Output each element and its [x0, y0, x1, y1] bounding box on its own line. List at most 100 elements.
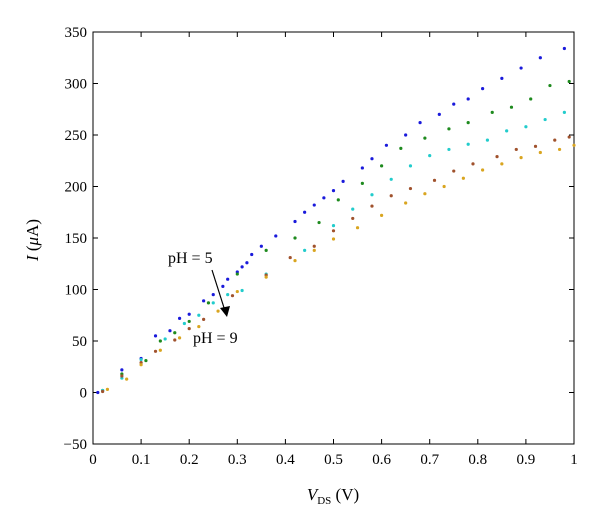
data-point [432, 178, 437, 182]
data-point [557, 147, 562, 152]
data-point [423, 136, 427, 140]
y-tick-label: 350 [65, 25, 88, 41]
y-tick-label: 50 [72, 334, 87, 350]
data-point [139, 357, 143, 362]
data-point [355, 226, 360, 230]
data-point [500, 76, 504, 80]
y-axis-ticks: −50 0 50 100 150 200 250 300 350 [64, 25, 574, 453]
data-point [466, 142, 470, 146]
data-point [408, 164, 413, 168]
data-point [187, 319, 191, 324]
data-point [461, 176, 465, 180]
y-tick-label: 300 [65, 77, 88, 93]
y-tick-label: 250 [65, 128, 88, 144]
data-point [380, 164, 384, 168]
data-point [572, 143, 576, 147]
data-point [360, 166, 364, 170]
data-point [187, 327, 191, 331]
y-tick-label: 200 [65, 180, 88, 196]
data-point [509, 105, 514, 109]
data-point [404, 133, 408, 137]
x-tick-label: 0.8 [468, 452, 487, 468]
data-point [125, 377, 129, 381]
data-point [495, 155, 499, 159]
data-point [447, 147, 451, 152]
data-point [177, 316, 182, 320]
data-point [485, 138, 490, 142]
data-point [312, 244, 316, 248]
data-point [153, 349, 158, 353]
data-point [206, 301, 211, 305]
data-point [514, 147, 518, 152]
x-tick-label: 0.9 [517, 452, 536, 468]
series-5 [105, 143, 576, 392]
data-point [471, 162, 475, 166]
data-point [177, 336, 182, 340]
data-point [317, 220, 321, 225]
data-point [274, 234, 278, 238]
data-point [529, 97, 533, 101]
data-point [235, 272, 239, 276]
data-point [312, 203, 316, 207]
data-point [331, 237, 336, 241]
data-point [370, 193, 374, 197]
y-axis-label: I (μA) [23, 219, 42, 262]
data-point [399, 146, 403, 150]
data-point [264, 248, 268, 252]
data-point [466, 97, 470, 101]
data-point [230, 294, 235, 298]
data-point [226, 293, 230, 297]
annotation-ph9: pH = 9 [193, 330, 238, 347]
data-point [202, 317, 206, 321]
data-point [519, 156, 523, 160]
data-point [336, 198, 340, 202]
data-point [548, 83, 552, 88]
data-point [312, 248, 316, 252]
y-tick-label: 150 [65, 231, 88, 247]
data-point [389, 177, 393, 181]
data-point [452, 169, 456, 173]
x-tick-label: 0 [89, 452, 97, 468]
x-tick-label: 0.6 [372, 452, 391, 468]
data-point [505, 129, 509, 133]
data-point [553, 138, 557, 142]
y-tick-label: 0 [80, 386, 88, 402]
data-point [153, 334, 158, 338]
data-point [500, 162, 504, 166]
x-axis-ticks: 0 0.1 0.2 0.3 0.4 0.5 0.6 0.7 0.8 0.9 1 [89, 32, 578, 468]
data-point [331, 224, 336, 228]
data-point [380, 213, 384, 217]
data-point [370, 204, 374, 208]
data-point [408, 186, 413, 191]
series-4 [101, 135, 571, 394]
data-point [428, 154, 432, 158]
data-point [288, 255, 292, 260]
data-point [259, 244, 263, 248]
data-point [519, 66, 523, 70]
data-point [158, 348, 162, 352]
data-point [370, 157, 374, 161]
data-point [524, 125, 528, 129]
data-point [235, 289, 239, 294]
data-point [202, 299, 206, 303]
data-point [351, 207, 355, 211]
data-point [245, 261, 249, 265]
data-point [226, 277, 230, 281]
data-point [144, 358, 148, 363]
data-point [452, 102, 456, 106]
data-point [331, 229, 336, 233]
x-tick-label: 0.4 [276, 452, 295, 468]
data-point [481, 87, 485, 91]
data-point [360, 181, 364, 186]
data-point [303, 210, 307, 214]
data-point [221, 284, 225, 289]
data-point [139, 363, 143, 367]
data-point [120, 368, 124, 372]
data-point [442, 184, 446, 189]
data-point [105, 387, 110, 392]
data-point [418, 121, 422, 125]
data-point [187, 312, 191, 316]
data-point [341, 179, 345, 183]
data-point [240, 288, 244, 293]
